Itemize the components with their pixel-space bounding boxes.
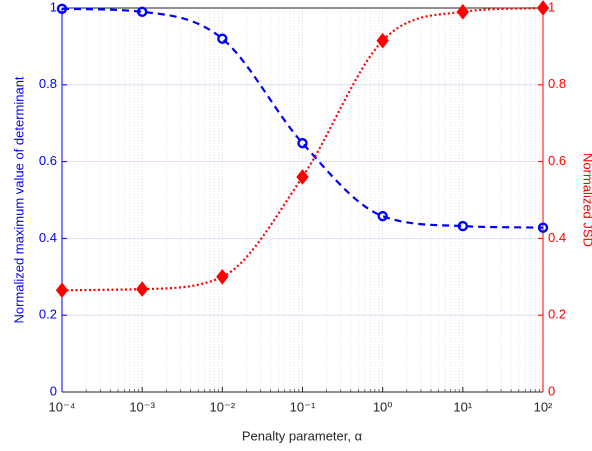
marker [537,222,549,233]
marker [136,281,149,297]
marker [56,3,68,14]
marker [296,169,309,185]
marker [216,268,229,285]
y-tick-label: 1 [50,0,57,14]
marker [217,33,228,44]
y-tick-label: 0 [50,383,57,398]
x-axis-label: Penalty parameter, α [242,428,363,443]
x-tick-label: 10⁻² [210,399,236,414]
marker [136,6,148,18]
marker [55,282,69,299]
marker [536,0,550,16]
x-tick-label: 10¹ [453,399,472,414]
y2-tick-label: 0.4 [548,230,566,245]
marker [456,4,469,20]
marker [376,32,389,49]
x-tick-label: 10⁻⁴ [49,399,76,414]
y-axis-label: Normalized maximum value of determinant [11,76,26,323]
y2-tick-label: 0.8 [548,76,566,91]
marker [297,137,308,149]
y2-tick-label: 0.6 [548,153,566,168]
y-tick-label: 0.6 [39,153,57,168]
y2-tick-label: 0.2 [548,307,566,322]
x-tick-label: 10⁻¹ [290,399,316,414]
y2-tick-label: 0 [548,383,555,398]
x-tick-label: 10² [534,399,553,414]
marker [457,220,469,232]
y2-axis-label: Normalized JSD [581,153,592,247]
x-tick-label: 10⁻³ [129,399,155,414]
x-tick-label: 10⁰ [373,399,393,414]
y-tick-label: 0.2 [39,307,57,322]
y2-tick-label: 1 [548,0,555,14]
y-tick-label: 0.4 [39,230,57,245]
y-tick-label: 0.8 [39,76,57,91]
marker [377,210,388,222]
